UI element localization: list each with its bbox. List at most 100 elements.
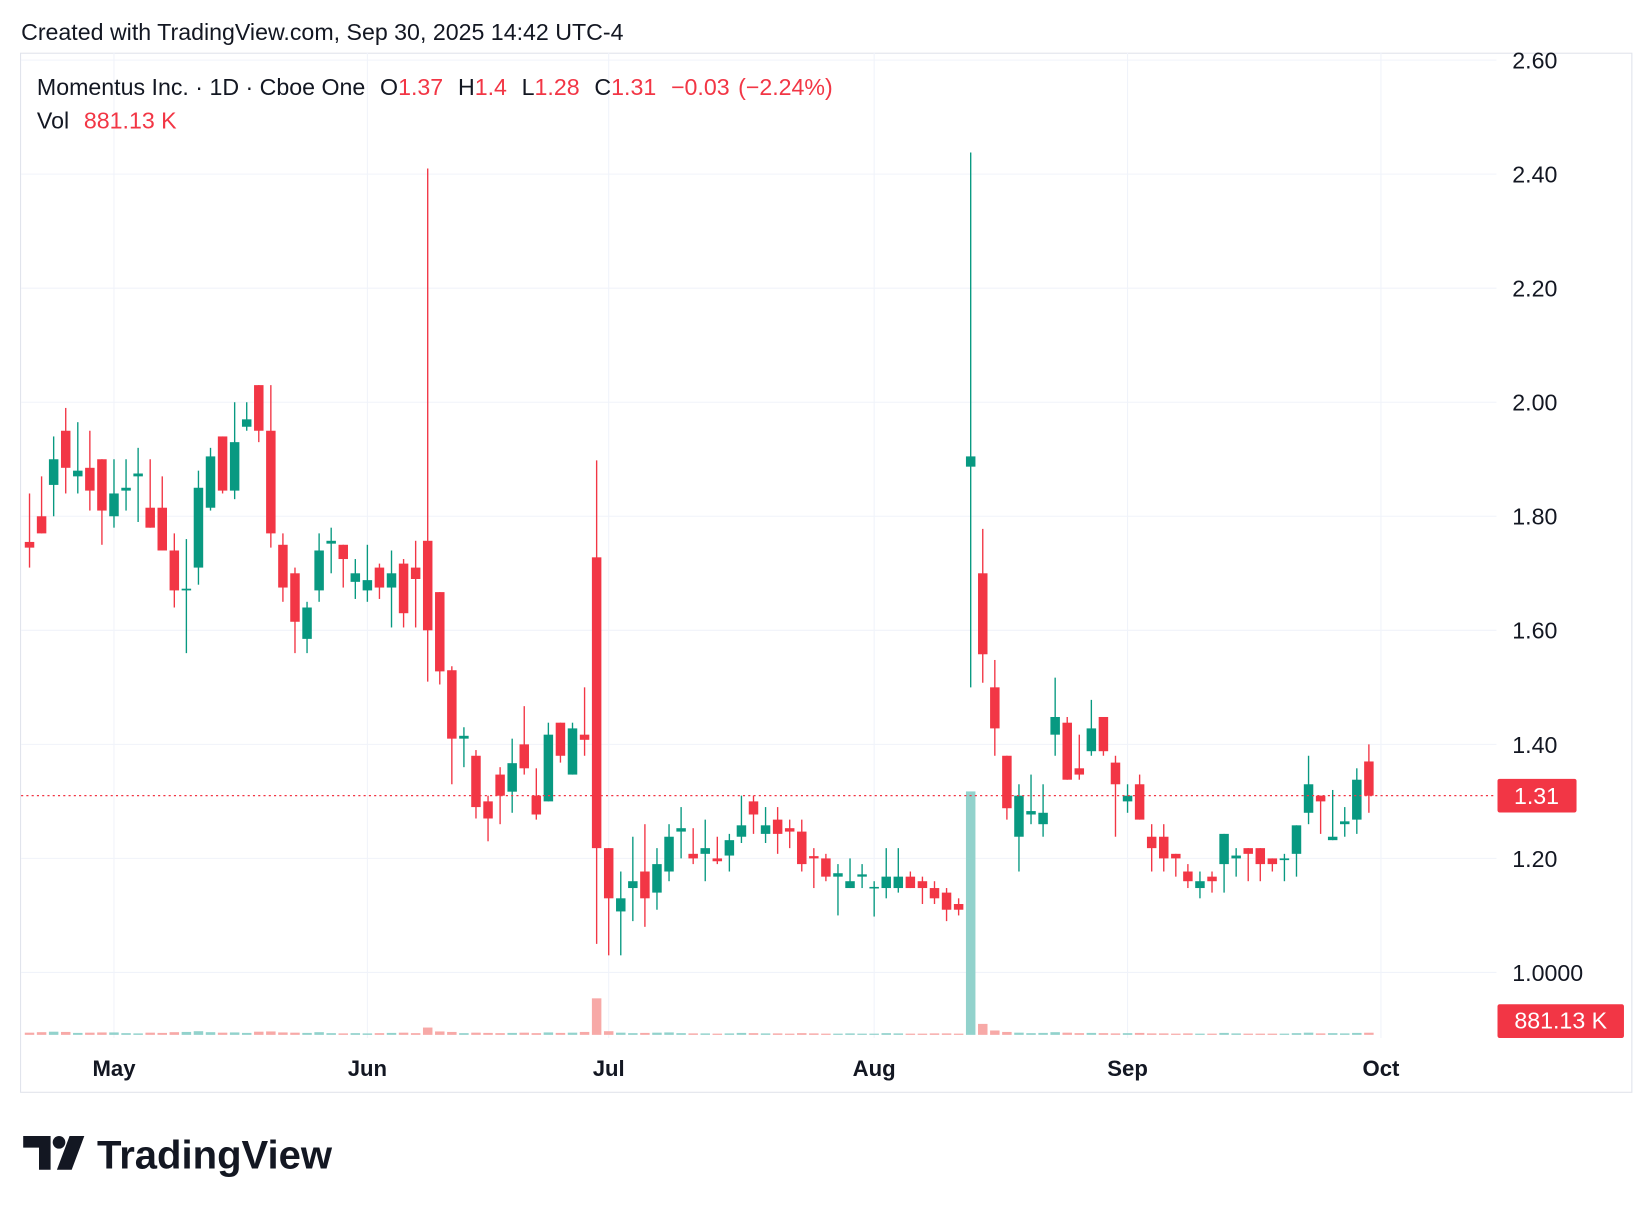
candle-body — [941, 892, 952, 910]
candle-body — [1352, 779, 1362, 820]
volume-bar — [1134, 1032, 1145, 1035]
c-value: 1.31 — [611, 74, 656, 100]
volume-bar — [555, 1032, 566, 1035]
volume-bar — [314, 1032, 324, 1035]
candle-body — [302, 607, 312, 639]
candle-body — [1195, 881, 1205, 889]
symbol: Momentus Inc. · 1D · Cboe One — [37, 74, 365, 100]
brand-logo — [23, 1136, 85, 1170]
candle-body — [603, 848, 614, 899]
volume-bar — [435, 1031, 445, 1035]
candle-body — [953, 904, 964, 910]
candle-body — [1038, 812, 1048, 825]
volume-bar — [640, 1032, 650, 1035]
volume-bar — [917, 1033, 928, 1035]
candle-body — [905, 876, 916, 889]
logo-t — [23, 1136, 51, 1170]
volume-bar — [760, 1033, 771, 1035]
volume-bar — [254, 1031, 264, 1035]
volume-bar — [603, 1031, 614, 1035]
volume-badge-label: 881.13 K — [1514, 1008, 1607, 1034]
chart-frame — [20, 52, 1633, 1093]
volume-bar — [543, 1032, 554, 1035]
change-pct: (−2.24%) — [738, 74, 833, 100]
volume-bar — [193, 1031, 204, 1035]
volume-bar — [1267, 1033, 1278, 1035]
last-price-badge — [1497, 778, 1577, 813]
candle-body — [48, 459, 59, 485]
volume-bar — [24, 1032, 35, 1035]
volume-bar — [676, 1033, 686, 1035]
volume-bar — [459, 1033, 469, 1035]
volume-bar — [1315, 1033, 1326, 1035]
x-tick-label: Jun — [348, 1056, 387, 1081]
volume-bar — [133, 1033, 143, 1035]
volume-bar — [266, 1031, 276, 1035]
volume-bar — [217, 1032, 228, 1035]
candle-body — [591, 557, 602, 849]
volume-bar — [290, 1032, 300, 1035]
volume-bar — [1207, 1033, 1217, 1035]
candle-body — [857, 874, 867, 877]
volume-bar — [495, 1033, 505, 1035]
x-tick-label: Oct — [1363, 1056, 1401, 1081]
volume-bar — [181, 1031, 192, 1035]
candle-body — [471, 755, 481, 808]
candle-body — [193, 487, 204, 568]
volume-bar — [483, 1032, 493, 1035]
volume-bar — [869, 1033, 879, 1035]
volume-bar — [422, 1027, 433, 1035]
candle-body — [326, 540, 336, 544]
candle-body — [1231, 855, 1241, 859]
volume-bar — [1352, 1032, 1362, 1035]
volume-bar — [1050, 1032, 1060, 1035]
volume-bar — [784, 1033, 795, 1035]
volume-bar — [398, 1032, 409, 1035]
candle-body — [459, 735, 469, 739]
y-tick-label: 1.40 — [1512, 732, 1557, 758]
volume-bar — [1291, 1033, 1302, 1035]
x-tick-label: Jul — [593, 1056, 625, 1081]
volume-bar — [1255, 1033, 1266, 1035]
candle-body — [1086, 728, 1097, 752]
volume-bar — [845, 1033, 855, 1035]
candle-body — [519, 744, 529, 769]
x-tick-label: Aug — [853, 1056, 896, 1081]
candle-body — [205, 456, 216, 508]
candle-body — [688, 853, 698, 859]
candle-body — [1002, 755, 1012, 809]
volume-bar — [688, 1033, 698, 1035]
candle-body — [374, 567, 385, 588]
candle-body — [869, 886, 879, 889]
candle-body — [640, 871, 650, 899]
candle-body — [447, 670, 457, 739]
candle-body — [712, 858, 723, 862]
volume-bar — [278, 1032, 288, 1035]
volume-bar — [881, 1033, 891, 1035]
candle-body — [1255, 848, 1266, 865]
volume-bar — [362, 1033, 373, 1035]
candle-body — [1219, 833, 1229, 865]
volume-bar — [229, 1032, 240, 1035]
volume-bar — [700, 1033, 710, 1035]
volume-bar — [410, 1033, 421, 1035]
y-tick-label: 1.20 — [1512, 846, 1557, 872]
candle-body — [1340, 821, 1350, 825]
created-note: Created with TradingView.com, Sep 30, 20… — [21, 19, 623, 45]
y-tick-label: 1.0000 — [1512, 960, 1583, 986]
candle-body — [965, 456, 976, 467]
candle-body — [398, 563, 409, 614]
y-tick-label: 2.00 — [1512, 390, 1557, 416]
l-key: L — [522, 74, 535, 100]
candle-body — [784, 828, 795, 832]
x-tick-label: May — [92, 1056, 136, 1081]
candle-body — [290, 573, 300, 622]
volume-bar — [1243, 1033, 1253, 1035]
candle-body — [1050, 716, 1060, 735]
volume-legend: Vol 881.13 K — [37, 108, 177, 134]
candle-body — [278, 544, 288, 588]
volume-bar — [724, 1033, 735, 1035]
volume-bar — [772, 1033, 783, 1035]
